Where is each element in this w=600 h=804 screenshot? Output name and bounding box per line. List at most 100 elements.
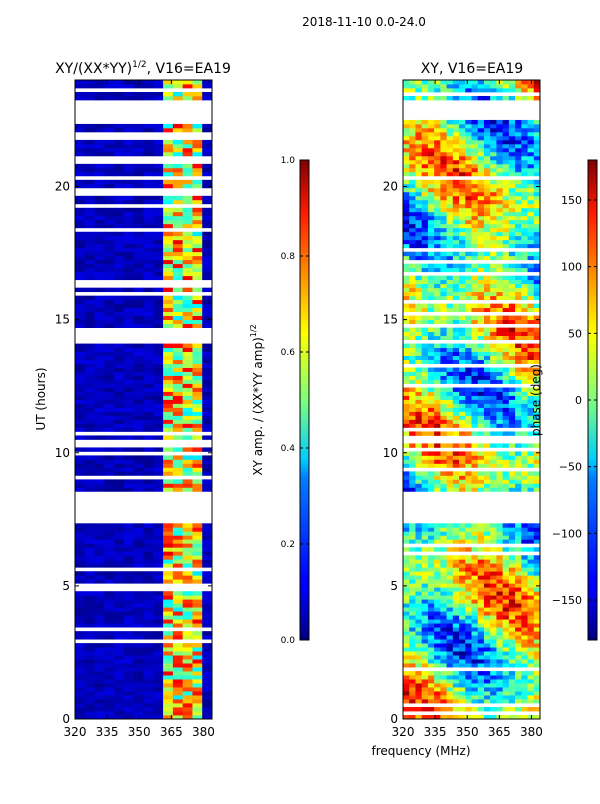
heatmap-cell xyxy=(477,319,485,325)
heatmap-cell xyxy=(133,459,144,464)
heatmap-cell xyxy=(182,403,193,408)
heatmap-cell xyxy=(446,223,454,229)
heatmap-cell xyxy=(75,471,86,476)
heatmap-cell xyxy=(114,647,125,652)
heatmap-cell xyxy=(496,235,504,241)
heatmap-cell xyxy=(84,183,96,189)
heatmap-cell xyxy=(415,455,423,460)
heatmap-cell xyxy=(123,211,135,217)
heatmap-cell xyxy=(434,327,441,332)
heatmap-cell xyxy=(415,155,423,161)
heatmap-cell xyxy=(104,463,115,468)
heatmap-cell xyxy=(84,647,96,652)
heatmap-cell xyxy=(477,471,485,476)
heatmap-cell xyxy=(153,707,164,712)
heatmap-cell xyxy=(94,80,105,85)
heatmap-cell xyxy=(452,207,460,213)
heatmap-cell xyxy=(434,687,441,692)
heatmap-cell xyxy=(515,211,522,217)
heatmap-cell xyxy=(502,691,510,696)
heatmap-cell xyxy=(527,399,535,404)
heatmap-cell xyxy=(133,643,144,648)
heatmap-cell xyxy=(502,327,510,332)
heatmap-cell xyxy=(496,379,504,384)
heatmap-cell xyxy=(533,643,541,648)
heatmap-cell xyxy=(483,647,491,652)
amplitude-plot-frame xyxy=(74,79,213,720)
heatmap-cell xyxy=(84,663,96,668)
heatmap-cell xyxy=(427,563,435,568)
heatmap-cell xyxy=(409,255,416,261)
heatmap-cell xyxy=(192,315,203,321)
heatmap-cell xyxy=(94,623,105,628)
heatmap-cell xyxy=(172,347,184,352)
heatmap-cell xyxy=(84,271,96,277)
heatmap-cell xyxy=(459,647,466,652)
heatmap-cell xyxy=(440,171,448,177)
heatmap-cell xyxy=(409,163,416,169)
heatmap-cell xyxy=(202,391,213,396)
heatmap-cell xyxy=(502,715,510,720)
heatmap-cell xyxy=(409,631,416,636)
heatmap-cell xyxy=(192,671,203,676)
heatmap-cell xyxy=(465,279,472,285)
heatmap-cell xyxy=(163,387,174,392)
heatmap-cell xyxy=(434,167,441,173)
heatmap-cell xyxy=(502,159,510,165)
heatmap-cell xyxy=(471,303,479,309)
heatmap-cell xyxy=(465,679,472,684)
heatmap-cell xyxy=(483,591,491,596)
heatmap-cell xyxy=(84,179,96,185)
heatmap-cell xyxy=(415,263,423,269)
heatmap-cell xyxy=(496,251,504,257)
heatmap-cell xyxy=(143,715,154,720)
heatmap-cell xyxy=(533,399,541,404)
heatmap-cell xyxy=(452,387,460,392)
heatmap-cell xyxy=(452,151,460,157)
heatmap-cell xyxy=(459,451,466,456)
heatmap-cell xyxy=(459,183,466,189)
heatmap-cell xyxy=(403,80,410,85)
heatmap-cell xyxy=(521,211,529,217)
heatmap-cell xyxy=(440,183,448,189)
heatmap-cell xyxy=(84,275,96,281)
heatmap-cell xyxy=(434,683,441,688)
heatmap-cell xyxy=(202,539,213,544)
heatmap-cell xyxy=(202,83,213,89)
heatmap-cell xyxy=(465,263,472,269)
heatmap-cell xyxy=(421,407,429,412)
heatmap-cell xyxy=(465,367,472,372)
heatmap-cell xyxy=(172,199,184,205)
heatmap-cell xyxy=(143,307,154,313)
heatmap-cell xyxy=(415,319,423,325)
heatmap-cell xyxy=(114,271,125,277)
heatmap-cell xyxy=(409,80,416,85)
heatmap-cell xyxy=(452,331,460,336)
heatmap-cell xyxy=(94,367,105,372)
heatmap-cell xyxy=(202,123,213,129)
heatmap-cell xyxy=(459,151,466,157)
heatmap-cell xyxy=(133,239,144,245)
heatmap-cell xyxy=(409,651,416,656)
heatmap-cell xyxy=(421,683,429,688)
heatmap-cell xyxy=(172,435,184,440)
heatmap-cell xyxy=(172,351,184,356)
heatmap-cell xyxy=(508,215,516,221)
heatmap-cell xyxy=(143,683,154,688)
heatmap-cell xyxy=(452,639,460,644)
heatmap-cell xyxy=(94,303,105,309)
heatmap-cell xyxy=(483,627,491,632)
heatmap-cell xyxy=(133,287,144,293)
heatmap-cell xyxy=(123,343,135,348)
heatmap-cell xyxy=(133,619,144,624)
heatmap-cell xyxy=(114,687,125,692)
heatmap-cell xyxy=(533,395,541,400)
heatmap-cell xyxy=(143,395,154,400)
heatmap-cell xyxy=(515,403,522,408)
heatmap-cell xyxy=(182,383,193,388)
heatmap-cell xyxy=(172,139,184,145)
heatmap-cell xyxy=(172,635,184,640)
heatmap-cell xyxy=(75,603,86,608)
heatmap-cell xyxy=(133,555,144,560)
heatmap-cell xyxy=(143,219,154,225)
